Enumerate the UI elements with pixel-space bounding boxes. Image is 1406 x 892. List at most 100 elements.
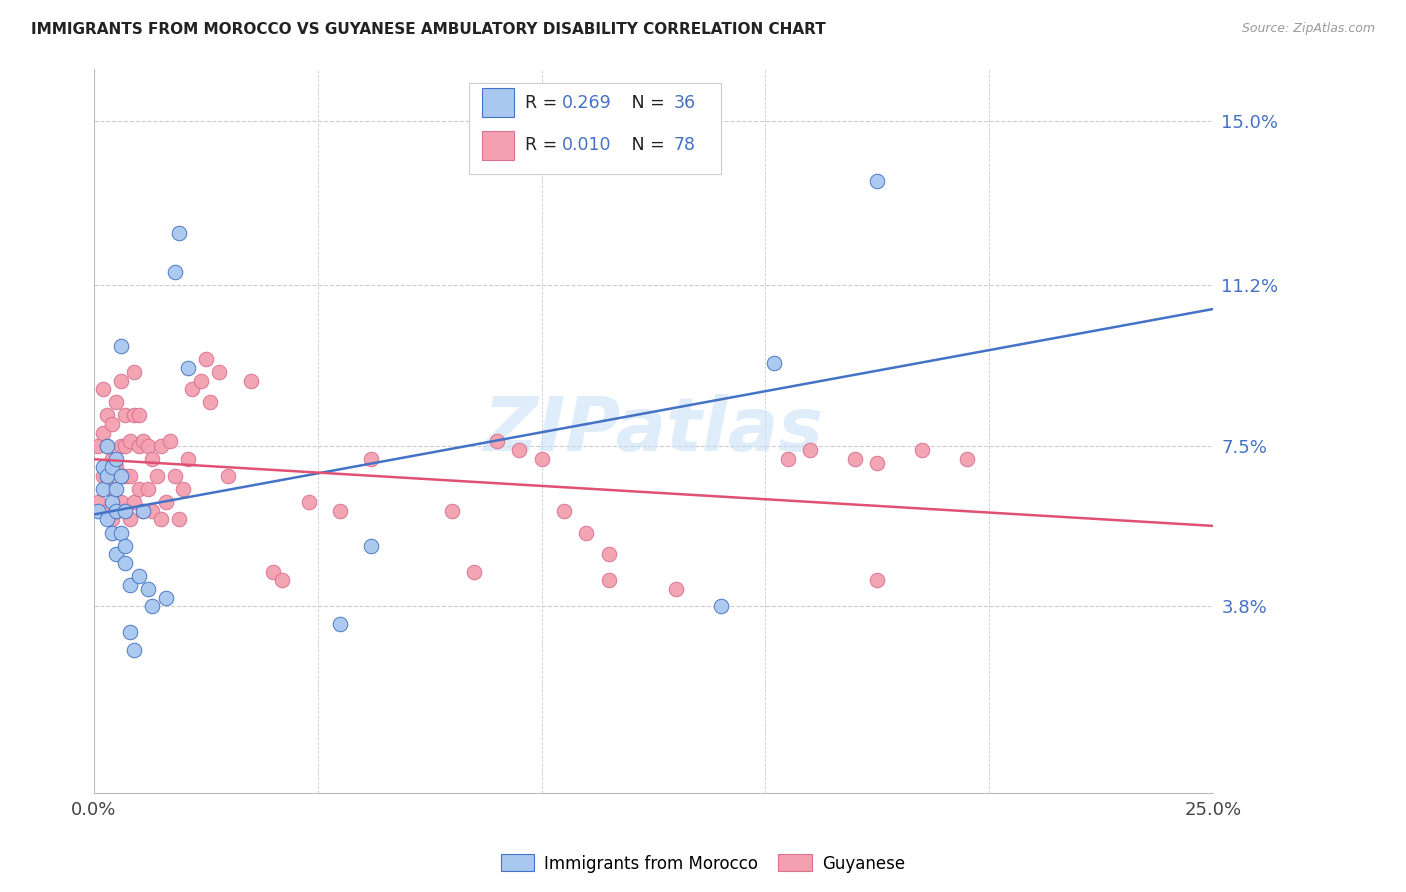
Point [141,451,163,466]
Point [96,439,118,453]
Point [553,504,575,518]
Point [122,365,145,379]
Point [508,443,530,458]
Point [329,616,352,631]
Point [150,439,173,453]
FancyBboxPatch shape [482,88,513,118]
Point [132,504,155,518]
Point [181,383,204,397]
Text: N =: N = [616,136,671,154]
Point [136,439,159,453]
Point [710,599,733,614]
Point [208,365,231,379]
Point [114,469,136,483]
FancyBboxPatch shape [468,83,721,174]
Point [763,356,786,370]
Point [128,409,150,423]
Point [866,174,889,188]
Point [145,469,167,483]
Point [485,434,508,449]
Point [118,512,141,526]
Point [167,227,190,241]
Point [110,339,132,353]
Point [530,451,553,466]
Point [360,539,382,553]
Point [128,482,150,496]
Point [360,451,382,466]
Point [101,525,124,540]
Point [262,565,284,579]
Point [114,556,136,570]
Point [163,265,186,279]
Point [136,482,159,496]
Point [87,504,110,518]
Point [441,504,464,518]
Point [110,469,132,483]
Point [177,451,200,466]
Text: R =: R = [524,136,562,154]
Point [110,495,132,509]
Point [150,512,173,526]
Point [194,352,217,367]
Point [776,451,799,466]
Point [118,625,141,640]
Point [114,539,136,553]
Point [105,547,128,561]
FancyBboxPatch shape [482,131,513,160]
Text: ZIPatlas: ZIPatlas [484,394,824,467]
Text: R =: R = [524,94,562,112]
Point [105,460,128,475]
Point [128,439,150,453]
Point [91,383,114,397]
Point [101,512,124,526]
Point [96,469,118,483]
Point [217,469,239,483]
Point [128,569,150,583]
Point [101,460,124,475]
Point [114,409,136,423]
Point [155,495,177,509]
Point [575,525,598,540]
Point [101,417,124,431]
Point [91,425,114,440]
Point [956,451,979,466]
Point [87,439,110,453]
Point [96,504,118,518]
Point [91,482,114,496]
Text: IMMIGRANTS FROM MOROCCO VS GUYANESE AMBULATORY DISABILITY CORRELATION CHART: IMMIGRANTS FROM MOROCCO VS GUYANESE AMBU… [31,22,825,37]
Text: Source: ZipAtlas.com: Source: ZipAtlas.com [1241,22,1375,36]
Point [122,495,145,509]
Point [118,434,141,449]
Point [96,439,118,453]
Point [110,439,132,453]
Point [200,395,222,409]
Point [141,599,163,614]
Point [105,482,128,496]
Point [177,360,200,375]
Point [844,451,866,466]
Point [118,469,141,483]
Point [163,469,186,483]
Point [122,642,145,657]
Point [105,451,128,466]
Point [190,374,212,388]
Point [87,495,110,509]
Legend: Immigrants from Morocco, Guyanese: Immigrants from Morocco, Guyanese [495,847,911,880]
Point [114,504,136,518]
Point [101,451,124,466]
Point [298,495,321,509]
Point [463,565,485,579]
Point [110,469,132,483]
Point [110,525,132,540]
Text: 0.010: 0.010 [562,136,612,154]
Point [96,469,118,483]
Point [114,439,136,453]
Point [132,504,155,518]
Point [136,582,159,596]
Point [110,374,132,388]
Point [866,456,889,470]
Point [96,512,118,526]
Point [118,577,141,591]
Point [172,482,194,496]
Text: 0.269: 0.269 [562,94,612,112]
